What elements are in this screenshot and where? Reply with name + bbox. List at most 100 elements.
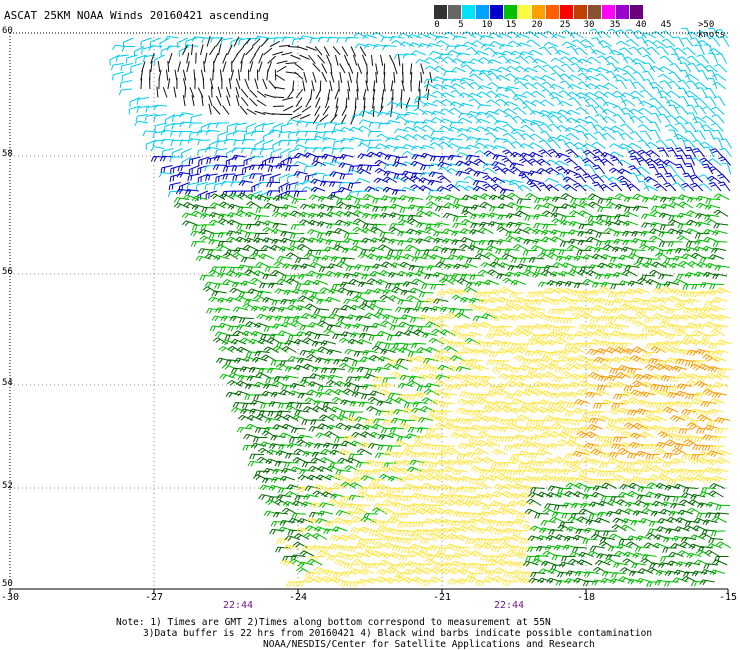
wind-barb [565, 109, 581, 115]
wind-barb [312, 63, 321, 72]
wind-barb [420, 63, 425, 75]
wind-barb [468, 98, 483, 107]
wind-barb [650, 30, 665, 39]
wind-barb [664, 484, 680, 491]
wind-barb [547, 111, 563, 117]
wind-barb [269, 244, 286, 251]
wind-barb [316, 237, 332, 244]
wind-barb [234, 122, 248, 131]
wind-barb [426, 42, 442, 48]
wind-barb [641, 196, 658, 203]
wind-barb [263, 131, 274, 142]
wind-barb [649, 121, 661, 132]
wind-barb [182, 44, 188, 56]
wind-barb [573, 182, 587, 192]
wind-barb [620, 524, 636, 532]
wind-barb [684, 154, 696, 166]
wind-barb [515, 55, 530, 64]
wind-barb [345, 97, 348, 109]
wind-barb [424, 273, 440, 280]
wind-barb [367, 109, 383, 115]
wind-barb [523, 82, 538, 90]
wind-barb [380, 507, 397, 515]
wind-barb [490, 289, 506, 296]
wind-barb [243, 433, 259, 440]
wind-barb [597, 500, 614, 507]
wind-barb [372, 97, 375, 109]
wind-barb [294, 257, 310, 264]
wind-barb [235, 78, 241, 90]
lat-label-54: 54 [2, 378, 13, 388]
wind-barb [437, 450, 453, 458]
wind-barb [213, 254, 229, 261]
wind-barb [109, 54, 120, 66]
wind-barb [235, 86, 240, 98]
wind-barb [531, 476, 548, 484]
wind-barb [272, 96, 285, 98]
wind-barb [678, 87, 690, 98]
wind-barb [305, 46, 317, 51]
wind-barb [581, 184, 596, 192]
wind-barb [551, 33, 566, 39]
legend-label: 15 [505, 20, 517, 30]
wind-barb [296, 46, 308, 51]
wind-barb [520, 133, 535, 141]
wind-barb [456, 578, 472, 585]
wind-barb [240, 147, 255, 154]
wind-barb [232, 130, 247, 136]
wind-barb [474, 580, 490, 587]
wind-barb [631, 81, 646, 90]
wind-barb [278, 131, 292, 138]
wind-barb [660, 501, 677, 508]
wind-barb [268, 129, 283, 136]
wind-barb [510, 50, 525, 56]
wind-barb [541, 88, 555, 98]
wind-barb [254, 35, 269, 42]
wind-barb [664, 124, 679, 132]
wind-barb [412, 401, 428, 408]
wind-barb [626, 183, 641, 192]
wind-barb [181, 148, 192, 159]
wind-barb [393, 146, 408, 152]
wind-barb [586, 104, 599, 115]
wind-barb [249, 453, 264, 460]
wind-barb [200, 44, 204, 56]
wind-barb [621, 355, 637, 363]
wind-barb [393, 408, 409, 415]
wind-barb [528, 142, 543, 149]
wind-barb [443, 345, 459, 353]
wind-barb [451, 294, 467, 302]
wind-barb [383, 163, 398, 170]
wind-barb [358, 125, 373, 132]
wind-barb [370, 299, 386, 306]
wind-barb [250, 442, 267, 449]
wind-barb [296, 439, 312, 447]
wind-barb [233, 139, 247, 147]
wind-barb [561, 555, 576, 562]
wind-barb [256, 99, 267, 107]
wind-barb [594, 389, 610, 397]
wind-barb [602, 108, 617, 115]
wind-barb [493, 400, 509, 408]
wind-barb [208, 103, 212, 115]
wind-barb [624, 79, 637, 90]
wind-barb [701, 245, 718, 252]
lat-lon-grid [10, 33, 728, 589]
wind-barb [672, 182, 686, 192]
wind-barb [708, 166, 723, 175]
wind-barb [585, 391, 601, 399]
pass-time-2: 22:44 [493, 600, 525, 611]
wind-barb [290, 554, 306, 561]
wind-barb [492, 165, 507, 175]
wind-barb [623, 65, 638, 73]
wind-barb [196, 130, 211, 136]
wind-barb [614, 427, 630, 434]
wind-barb [430, 137, 445, 143]
wind-barb [663, 406, 679, 414]
wind-barb [617, 159, 632, 166]
wind-barb [532, 82, 547, 90]
wind-barb [243, 131, 256, 140]
wind-barb [709, 305, 726, 313]
wind-barb [463, 500, 479, 508]
wind-barb [577, 67, 592, 73]
